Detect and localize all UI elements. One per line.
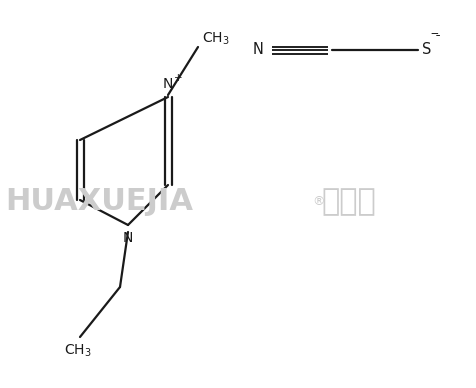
Text: ®: ®: [312, 195, 324, 208]
Text: HUAXUEJIA: HUAXUEJIA: [5, 187, 193, 216]
Text: CH$_3$: CH$_3$: [202, 31, 229, 47]
Text: N: N: [252, 43, 263, 57]
Text: CH$_3$: CH$_3$: [64, 343, 92, 359]
Text: S: S: [422, 43, 431, 57]
Text: N: N: [123, 231, 133, 245]
Text: 化学加: 化学加: [321, 187, 376, 216]
Text: +: +: [174, 73, 182, 83]
Text: ¯: ¯: [435, 35, 441, 47]
Text: N: N: [163, 77, 173, 91]
